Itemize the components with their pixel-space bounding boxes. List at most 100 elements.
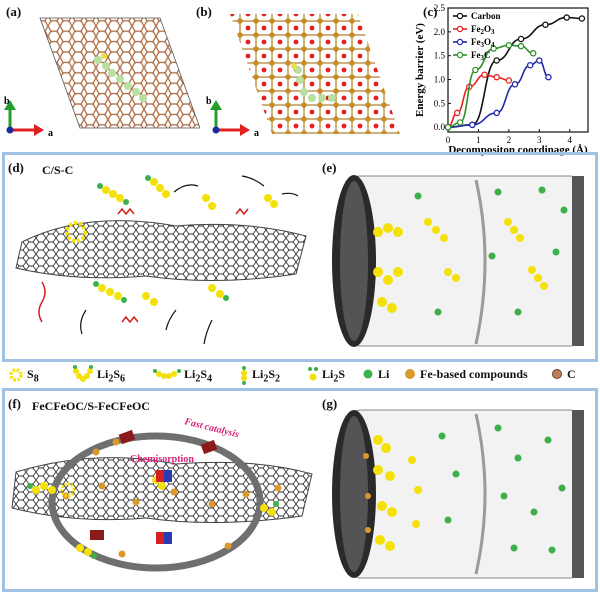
legend-marker-1: [456, 25, 464, 33]
panel-label-a: (a): [6, 4, 22, 19]
panel-label-d: (d): [8, 160, 24, 175]
legend-li2s: Li2S: [322, 367, 346, 385]
graphene-sheet: [40, 18, 200, 128]
y-tick-label: 1.0: [434, 75, 446, 85]
axis-label-a-b: a: [254, 128, 259, 139]
x-tick-label: 1: [476, 135, 481, 145]
series-point-2: [536, 57, 543, 64]
li-atoms-g: [438, 424, 566, 554]
graphene-lattice-figure: b a: [4, 17, 200, 139]
legend-li2s2: Li2S2: [252, 367, 281, 385]
series-point-3: [456, 119, 464, 126]
legend-carbon: C: [567, 367, 576, 381]
cs-c-cell-illustration: [332, 175, 584, 347]
adsorbed-polysulfide-a: [94, 53, 147, 102]
migration-arrows-d: [80, 175, 299, 345]
section-title-f: FeCFeOC/S-FeCFeOC: [32, 399, 150, 413]
chart-axes: 0 1 2 3 4 0.0 0.5 1.0 1.5 2.0 2.5: [434, 3, 589, 145]
polysulfide-chains-d: [98, 178, 278, 306]
polysulfides-g: [373, 435, 422, 551]
legend-s8: S8: [27, 367, 39, 385]
catalysis-ring: [48, 432, 264, 572]
fecfeoc-cell-illustration: [332, 409, 584, 579]
y-tick-label: 0.0: [434, 122, 446, 132]
axis-label-b-a: b: [4, 96, 10, 107]
section-title-d: C/S-C: [42, 163, 74, 177]
axis-icon-b: [210, 100, 250, 136]
legend-marker-3: [456, 51, 464, 59]
x-tick-label: 3: [537, 135, 542, 145]
legend-li2s4: Li2S4: [184, 367, 213, 385]
catalyst-sites-f: [90, 429, 218, 540]
chemisorption-label: Chemisorption: [130, 454, 194, 465]
fe-lattice-figure: b a: [206, 14, 400, 139]
carbon-icon: [552, 369, 562, 379]
cs-c-frame: [2, 152, 598, 362]
chart-ylabel: Energy barrier (eV): [414, 23, 426, 117]
magnet-icons-f: [156, 470, 172, 544]
legend-fe-compounds: Fe-based compounds: [420, 367, 528, 381]
series-line-0: [447, 16, 582, 129]
red-zigzag-d: [38, 207, 249, 324]
y-tick-label: 0.5: [434, 98, 446, 108]
series-point-0: [517, 35, 525, 43]
series-point-0: [578, 15, 586, 22]
series-point-3: [529, 50, 537, 57]
y-tick-label: 2.0: [434, 27, 446, 37]
panel-label-c: (c): [423, 4, 438, 19]
li2s2-icon: [241, 366, 247, 385]
series-point-2: [545, 73, 552, 81]
series-point-2: [469, 121, 476, 129]
li-atoms-d: [93, 175, 229, 303]
s8-ring-d: [65, 221, 87, 243]
carbon-host-illustration: [15, 175, 307, 345]
fe-compound-sheet: [230, 14, 400, 134]
energy-barrier-chart: 0 1 2 3 4 0.0 0.5 1.0 1.5 2.0 2.5 Carbon Fe2O3Fe3O4…: [414, 3, 589, 156]
fecfeoc-frame: [2, 388, 598, 592]
panel-label-f: (f): [8, 396, 21, 411]
series-point-0: [563, 14, 570, 21]
axis-icon-a: [4, 100, 44, 136]
separator-g: [474, 413, 487, 575]
separator-e: [474, 179, 487, 345]
li-atoms-e: [414, 186, 568, 316]
series-point-0: [493, 57, 500, 64]
y-tick-label: 2.5: [434, 3, 446, 13]
polysulfides-e: [373, 218, 548, 313]
axis-label-a-a: a: [48, 128, 53, 139]
graphene-sheet-f: [11, 457, 313, 524]
chart-series: [444, 14, 586, 131]
plot-frame: [447, 7, 589, 133]
legend-li2s6: Li2S6: [97, 367, 126, 385]
fe-compound-icon: [405, 369, 415, 379]
panel-label-g: (g): [322, 396, 338, 411]
series-point-3: [490, 45, 497, 52]
series-point-1: [453, 109, 461, 117]
series-point-0: [542, 21, 549, 28]
x-tick-label: 0: [446, 135, 451, 145]
series-point-2: [493, 109, 500, 117]
li2s6-icon: [73, 365, 93, 382]
axis-label-b-b: b: [206, 96, 212, 107]
s8-icon: [9, 368, 23, 382]
species-legend: S8 Li2S6 Li2S4 Li2S2 Li2S Li Fe-based co…: [0, 364, 600, 386]
y-tick-label: 1.5: [434, 51, 446, 61]
series-point-3: [472, 66, 479, 74]
fe-particles-g: [363, 453, 371, 533]
graphene-sheet-d: [15, 220, 307, 282]
adsorbed-polysulfide-b: [291, 63, 336, 102]
legend-label-1: Fe2O3: [471, 24, 495, 36]
li2s4-icon: [153, 369, 181, 379]
x-tick-label: 4: [567, 135, 572, 145]
series-point-2: [526, 61, 534, 69]
x-tick-label: 2: [507, 135, 512, 145]
legend-label-3: Fe3C: [471, 50, 491, 62]
fe-host-illustration: Fast catalysis Chemisorption: [11, 416, 313, 572]
series-point-2: [511, 81, 519, 88]
legend-li: Li: [378, 367, 390, 381]
series-point-3: [517, 42, 525, 50]
series-point-3: [505, 41, 513, 49]
legend-label-2: Fe3O4: [471, 37, 495, 49]
li-icon: [363, 369, 373, 379]
legend-marker-0: [456, 12, 464, 20]
